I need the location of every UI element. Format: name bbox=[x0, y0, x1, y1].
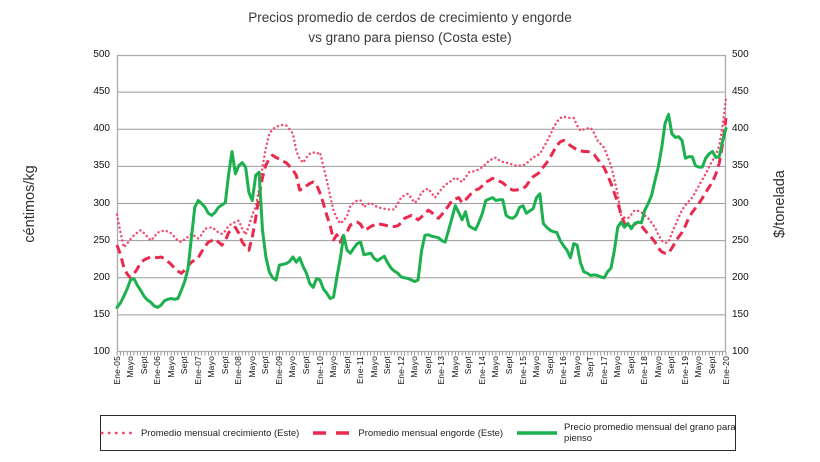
x-tick-label: Mayo bbox=[449, 356, 460, 378]
y-tick-label-right: 200 bbox=[732, 271, 749, 283]
x-tick-label: Sept bbox=[138, 356, 149, 375]
legend-label: Promedio mensual engorde (Este) bbox=[358, 427, 504, 439]
solid-line-icon bbox=[517, 431, 558, 435]
legend-item-crecimiento: Promedio mensual crecimiento (Este) bbox=[100, 428, 299, 439]
y-tick-label-left: 500 bbox=[93, 49, 110, 60]
y-tick-label-left: 350 bbox=[93, 160, 110, 172]
x-tick-label: Sept bbox=[504, 356, 514, 375]
x-tick-label: Mayo bbox=[693, 356, 704, 378]
series-line bbox=[115, 117, 728, 280]
x-tick-label: Mayo bbox=[165, 356, 176, 378]
legend: Promedio mensual crecimiento (Este) Prom… bbox=[100, 415, 736, 451]
x-tick-label: Mayo bbox=[328, 356, 338, 378]
x-tick-label: Ene-14 bbox=[476, 356, 487, 385]
dotted-line-icon bbox=[100, 431, 134, 435]
x-tick-label: Mayo bbox=[612, 356, 623, 378]
x-tick-label: Mayo bbox=[409, 356, 420, 378]
x-tick-label: Ene-12 bbox=[395, 356, 406, 385]
x-tick-label: Sept bbox=[666, 356, 677, 375]
x-tick-label: Mayo bbox=[368, 356, 379, 378]
y-tick-label-left: 400 bbox=[93, 123, 110, 135]
y-tick-label-right: 450 bbox=[732, 86, 749, 98]
y-axis-label-left: céntimos/kg bbox=[22, 165, 38, 243]
y-tick-label-left: 450 bbox=[93, 86, 110, 98]
x-tick-label: Sept bbox=[422, 356, 433, 375]
y-tick-label-left: 250 bbox=[93, 234, 110, 246]
x-tick-label: Sept bbox=[219, 356, 230, 375]
x-tick-label: Mayo bbox=[206, 356, 217, 378]
x-tick-label: Mayo bbox=[490, 356, 501, 378]
x-tick-label: Ene-15 bbox=[517, 356, 528, 385]
legend-label: Promedio mensual crecimiento (Este) bbox=[140, 427, 300, 439]
plot-area bbox=[115, 54, 728, 356]
x-tick-label: Sept bbox=[260, 356, 271, 375]
x-tick-label: Sept bbox=[707, 356, 717, 375]
y-tick-label-left: 300 bbox=[93, 197, 110, 209]
x-tick-label: Ene-11 bbox=[355, 356, 366, 384]
y-tick-label-left: 100 bbox=[93, 346, 110, 357]
x-tick-label: Ene-20 bbox=[720, 356, 731, 385]
x-tick-label: Mayo bbox=[531, 356, 541, 378]
legend-label: Precio promedio mensual del grano para p… bbox=[564, 422, 736, 444]
x-tick-label: Ene-17 bbox=[598, 356, 609, 385]
y-tick-label-right: 250 bbox=[732, 234, 749, 246]
x-tick-label: Ene-07 bbox=[192, 356, 203, 385]
chart-title-line2: vs grano para pienso (Costa este) bbox=[308, 30, 512, 45]
x-tick-label: Sept bbox=[625, 356, 636, 375]
y-tick-label-right: 100 bbox=[732, 346, 749, 357]
y-tick-label-right: 500 bbox=[732, 49, 749, 60]
y-tick-label-left: 150 bbox=[93, 308, 110, 320]
x-tick-label: Sept bbox=[463, 356, 474, 375]
x-tick-label: Sept bbox=[341, 356, 352, 375]
x-tick-label: Mayo bbox=[571, 356, 582, 378]
y-axis-label-right: $/tonelada bbox=[772, 170, 788, 238]
y-tick-label-left: 200 bbox=[93, 271, 110, 283]
x-tick-label: Mayo bbox=[246, 356, 257, 378]
x-tick-label: Ene-18 bbox=[639, 356, 650, 385]
x-tick-label: Mayo bbox=[125, 356, 135, 378]
y-tick-label-right: 400 bbox=[732, 123, 749, 135]
x-tick-label: Ene-06 bbox=[152, 356, 163, 385]
legend-item-engorde: Promedio mensual engorde (Este) bbox=[313, 428, 503, 439]
x-tick-label: Mayo bbox=[652, 356, 663, 378]
y-tick-label-right: 150 bbox=[732, 308, 749, 320]
x-tick-label: SepT bbox=[585, 356, 596, 378]
x-tick-label: Ene-10 bbox=[314, 356, 325, 385]
x-tick-label: Sept bbox=[179, 356, 190, 375]
series-line bbox=[115, 112, 728, 309]
x-tick-label: Mayo bbox=[287, 356, 298, 378]
x-tick-label: Ene-13 bbox=[436, 356, 447, 385]
legend-item-grano: Precio promedio mensual del grano para p… bbox=[517, 422, 736, 444]
x-tick-label: Ene-09 bbox=[273, 356, 284, 385]
chart-title: Precios promedio de cerdos de crecimient… bbox=[0, 8, 820, 48]
series-line bbox=[115, 96, 728, 249]
x-tick-label: Sept bbox=[301, 356, 311, 375]
x-tick-label: Ene-08 bbox=[233, 356, 244, 385]
x-tick-label: Ene-19 bbox=[679, 356, 690, 385]
y-tick-label-right: 350 bbox=[732, 160, 749, 172]
x-tick-label: Ene-05 bbox=[111, 356, 122, 385]
chart-title-line1: Precios promedio de cerdos de crecimient… bbox=[248, 10, 572, 25]
x-tick-label: Ene-16 bbox=[558, 356, 569, 385]
y-tick-label-right: 300 bbox=[732, 197, 749, 209]
dashed-line-icon bbox=[313, 431, 352, 435]
x-tick-label: Sept bbox=[382, 356, 393, 375]
x-tick-label: Sept bbox=[544, 356, 555, 375]
